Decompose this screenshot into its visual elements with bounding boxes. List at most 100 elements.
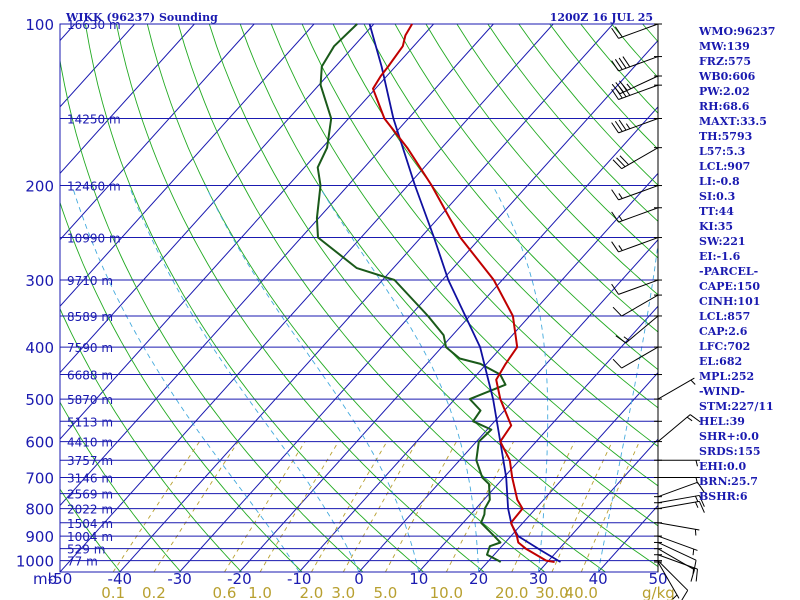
index-label: PW:2.02 [699,85,750,98]
index-label: CAPE:150 [699,280,760,293]
mixing-ratio-tick-label: 0.2 [142,584,166,600]
index-label: LCL:907 [699,160,750,173]
wind-barb [654,500,705,513]
pressure-tick-label: 800 [25,501,54,519]
height-label: 8589 m [67,310,113,324]
wind-half-barb [690,379,696,385]
temperature-trace [372,23,555,563]
wind-staff [657,414,691,442]
isotherm-line [60,24,434,440]
height-label: 3757 m [67,454,113,468]
wind-barb [611,207,662,223]
isotherm-line [60,24,76,42]
mixing-ratio-tick-label: 40.0 [565,584,598,600]
mixing-ratio-line [153,441,239,572]
dry-adiabat-line [425,24,658,296]
mixing-ratio-line [445,441,514,572]
index-label: EL:682 [699,355,742,368]
mixing-ratio-line [342,441,418,572]
wind-full-barb [619,155,629,166]
wind-full-barb [693,560,697,573]
moist-adiabat-line [128,185,360,572]
wind-full-barb [611,27,619,39]
isotherm-line [298,172,658,572]
temperature-tick-label: -30 [167,570,192,588]
wind-full-barb [681,590,689,600]
wind-staff [657,481,698,498]
wind-barb [611,75,662,95]
wind-barb [654,477,700,484]
height-label: 7590 m [67,341,113,355]
dry-adiabat-line [60,488,121,572]
temperature-tick-label: 0 [354,570,364,588]
wind-staff [657,535,698,551]
wind-half-barb [692,549,695,556]
wind-full-barb [618,119,627,131]
index-label: L57:5.3 [699,145,745,158]
temperature-tick-label: 20 [469,570,488,588]
wind-full-barb [698,501,705,513]
wind-half-barb [686,416,693,422]
wind-staff [657,377,695,400]
mixing-ratio-line [551,441,613,572]
isotherm-line [119,24,614,572]
dry-adiabat-line [301,24,658,448]
dry-adiabat-line [270,24,658,487]
wind-staff [618,185,659,201]
station-title: WIKK (96237) Sounding [65,11,218,24]
sounding-time: 1200Z 16 JUL 25 [550,11,653,24]
temperature-tick-label: -10 [287,570,312,588]
isotherm-line [239,106,658,572]
dry-adiabat-line [60,201,303,572]
height-label: 2569 m [67,488,113,502]
index-label: FRZ:575 [699,55,751,68]
mixing-ratio-line [511,441,576,572]
wind-barb [654,541,697,573]
height-label: 2022 m [67,503,113,517]
index-label: WB0:606 [698,70,756,83]
wind-half-barb [695,477,698,484]
temperature-tick-label: -20 [227,570,252,588]
wind-barb [654,560,689,600]
temperature-tick-label: 40 [589,570,608,588]
wind-full-barb [695,569,698,582]
height-label: 5113 m [67,415,113,429]
mixing-ratio-tick-label: 0.6 [213,584,237,600]
index-label: RH:68.6 [699,100,750,113]
wind-staff [621,346,659,369]
pressure-tick-label: 900 [25,528,54,546]
wind-staff [618,237,659,253]
wind-staff [657,522,700,531]
index-label: BRN:25.7 [699,475,758,488]
isotherm-line [60,24,195,175]
dry-adiabat-line [363,24,658,371]
wind-full-barb [612,358,622,369]
dry-adiabat-line [208,24,658,568]
index-label: CINH:101 [699,295,760,308]
index-label: SW:221 [699,235,746,248]
wind-half-barb [618,193,623,199]
wind-staff [621,294,659,317]
height-label: 1004 m [67,530,113,544]
mixing-ratio-tick-label: 3.0 [331,584,355,600]
wind-staff [657,542,697,561]
height-label: 16630 m [67,18,121,32]
wind-full-barb [614,120,623,132]
wind-half-barb [672,594,678,600]
isotherm-line [538,438,658,572]
temperature-tick-label: 10 [409,570,428,588]
index-label: -WIND- [699,385,745,398]
wind-barb [612,147,662,170]
isotherm-line [60,24,255,241]
wind-full-barb [611,211,619,223]
dewpoint-trace [315,23,507,563]
dry-adiabat-line [115,24,485,572]
wind-full-barb [611,83,621,95]
index-label: EI:-1.6 [699,250,741,263]
height-label: 4410 m [67,436,113,450]
wind-full-barb [616,157,626,168]
wind-full-barb [615,82,624,93]
dry-adiabat-line [84,24,424,572]
wind-barb [611,237,662,253]
